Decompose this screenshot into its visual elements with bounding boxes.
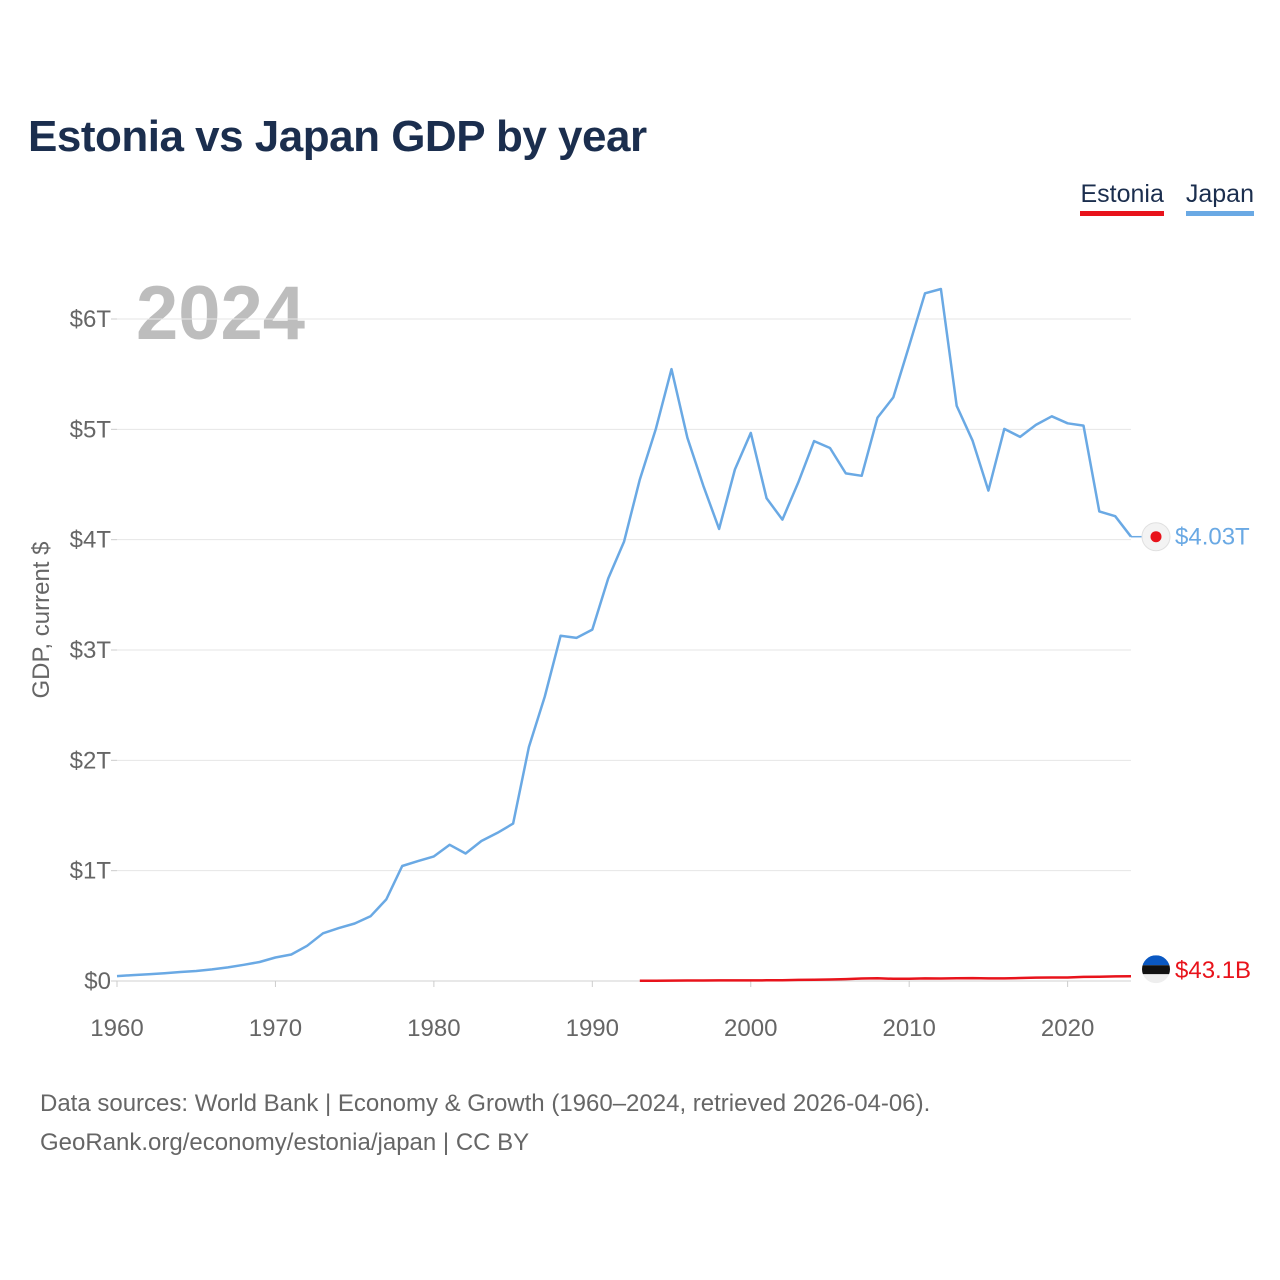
chart-title: Estonia vs Japan GDP by year [28, 112, 647, 161]
gridlines [117, 318, 1131, 982]
y-tick-label: $2T [70, 747, 112, 774]
y-axis-ticks: $0 $1T $2T $3T $4T $5T $6T [70, 306, 117, 995]
x-tick-label: 1960 [90, 1015, 143, 1042]
legend-item-japan[interactable]: Japan [1185, 180, 1254, 216]
y-tick-label: $4T [70, 527, 112, 554]
x-axis-ticks: 1960 1970 1980 1990 2000 2010 2020 [90, 981, 1094, 1042]
estonia-flag-blue [1142, 955, 1170, 966]
series-lines [116, 287, 1132, 983]
legend-item-estonia[interactable]: Estonia [1080, 180, 1164, 216]
series-line-estonia [639, 974, 1132, 983]
y-tick-label: $1T [70, 858, 112, 885]
estonia-flag-white [1142, 974, 1170, 984]
legend: Estonia Japan [1080, 180, 1254, 216]
estonia-flag-black [1142, 965, 1170, 975]
x-tick-label: 2010 [882, 1015, 935, 1042]
x-tick-label: 2000 [724, 1015, 777, 1042]
source-line-1: Data sources: World Bank | Economy & Gro… [40, 1090, 931, 1117]
y-tick-label: $5T [70, 416, 112, 443]
x-tick-label: 2020 [1041, 1015, 1094, 1042]
y-tick-label: $6T [70, 306, 112, 333]
series-line-japan [116, 287, 1132, 978]
y-tick-label: $0 [84, 968, 111, 995]
japan-flag-sun [1150, 531, 1162, 543]
x-tick-label: 1970 [249, 1015, 302, 1042]
estonia-flag-marker [1142, 955, 1170, 984]
end-markers: $4.03T $43.1B [1131, 522, 1251, 984]
data-source-note: Data sources: World Bank | Economy & Gro… [40, 1084, 930, 1162]
x-tick-label: 1980 [407, 1015, 460, 1042]
x-tick-label: 1990 [566, 1015, 619, 1042]
japan-end-value: $4.03T [1175, 524, 1250, 551]
estonia-end-value: $43.1B [1175, 957, 1251, 984]
y-tick-label: $3T [70, 637, 112, 664]
source-line-2[interactable]: GeoRank.org/economy/estonia/japan | CC B… [40, 1129, 530, 1156]
current-year-label: 2024 [136, 271, 306, 356]
